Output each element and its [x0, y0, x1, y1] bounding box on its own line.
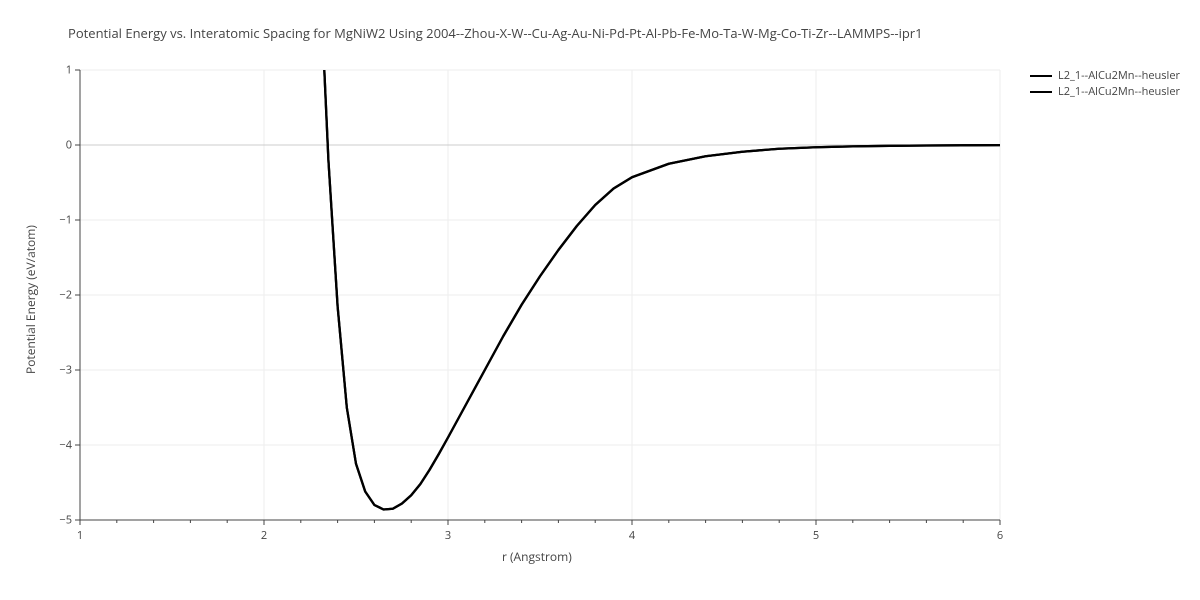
legend[interactable]: L2_1--AlCu2Mn--heuslerL2_1--AlCu2Mn--heu…: [1030, 68, 1180, 100]
legend-label: L2_1--AlCu2Mn--heusler: [1058, 84, 1180, 99]
legend-swatch: [1030, 91, 1052, 93]
y-tick-label: −3: [52, 363, 72, 378]
x-tick-label: 3: [445, 528, 451, 543]
chart-container: { "chart": { "type": "line", "title": "P…: [0, 0, 1200, 600]
legend-label: L2_1--AlCu2Mn--heusler: [1058, 68, 1180, 83]
legend-item[interactable]: L2_1--AlCu2Mn--heusler: [1030, 68, 1180, 83]
x-tick-label: 4: [629, 528, 635, 543]
x-tick-label: 6: [997, 528, 1003, 543]
x-tick-label: 5: [813, 528, 819, 543]
x-tick-label: 2: [261, 528, 267, 543]
x-tick-label: 1: [77, 528, 83, 543]
y-tick-label: −2: [52, 288, 72, 303]
y-tick-label: −4: [52, 438, 72, 453]
legend-swatch: [1030, 75, 1052, 77]
legend-item[interactable]: L2_1--AlCu2Mn--heusler: [1030, 84, 1180, 99]
plot-area[interactable]: [0, 0, 1200, 600]
y-tick-label: −5: [52, 513, 72, 528]
y-tick-label: −1: [52, 213, 72, 228]
y-tick-label: 0: [52, 138, 72, 153]
y-tick-label: 1: [52, 63, 72, 78]
